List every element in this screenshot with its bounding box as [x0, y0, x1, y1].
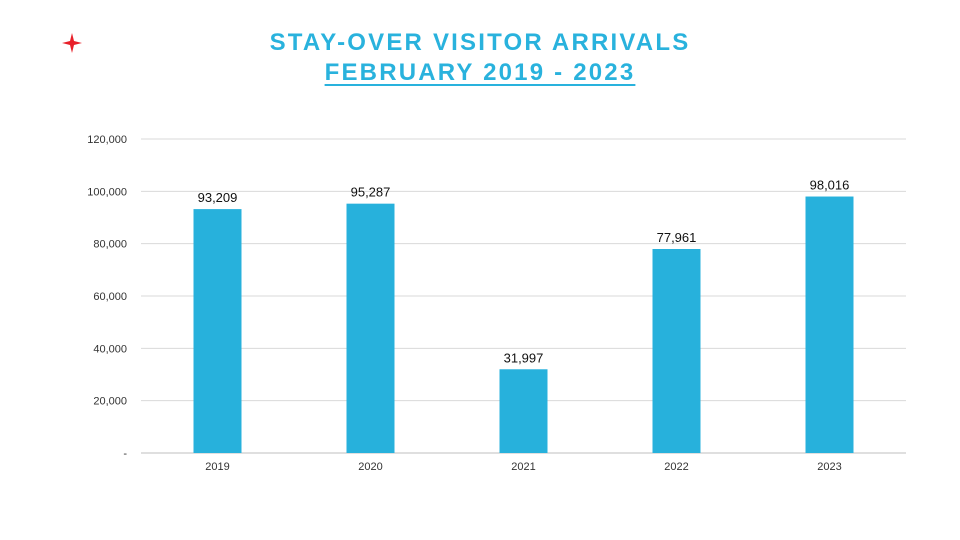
star-logo-icon	[62, 33, 82, 53]
y-tick-label: 60,000	[93, 291, 127, 303]
y-tick-label: -	[123, 448, 127, 460]
y-axis-ticks: - 20,000 40,000 60,000 80,000 100,000 120,000	[87, 134, 127, 460]
bar-2022	[652, 249, 701, 453]
bar-2023	[805, 196, 854, 454]
x-axis-ticks: 2019 2020 2021 2022 2023	[205, 461, 841, 473]
y-tick-label: 40,000	[93, 343, 127, 355]
y-tick-label: 80,000	[93, 239, 127, 251]
data-label-2023: 98,016	[810, 178, 850, 193]
bar-2021	[499, 369, 548, 453]
gridlines	[141, 138, 906, 454]
data-label-2020: 95,287	[351, 185, 391, 200]
bars	[193, 196, 854, 454]
x-tick-label: 2023	[817, 461, 841, 473]
chart-subtitle: FEBRUARY 2019 - 2023	[324, 59, 636, 86]
data-labels: 93,209 95,287 31,997 77,961 98,016	[198, 178, 850, 366]
x-tick-label: 2022	[664, 461, 688, 473]
data-label-2019: 93,209	[198, 190, 238, 205]
bar-2020	[346, 203, 395, 453]
data-label-2021: 31,997	[504, 350, 544, 365]
x-tick-label: 2021	[511, 461, 535, 473]
y-tick-label: 20,000	[93, 396, 127, 408]
chart-title: STAY-OVER VISITOR ARRIVALS	[269, 29, 691, 56]
chart-title-block: STAY-OVER VISITOR ARRIVALS FEBRUARY 2019…	[0, 28, 960, 88]
x-tick-label: 2019	[205, 461, 229, 473]
y-tick-label: 120,000	[87, 134, 127, 146]
x-tick-label: 2020	[358, 461, 382, 473]
bar-2019	[193, 209, 242, 453]
y-tick-label: 100,000	[87, 186, 127, 198]
data-label-2022: 77,961	[657, 230, 697, 245]
